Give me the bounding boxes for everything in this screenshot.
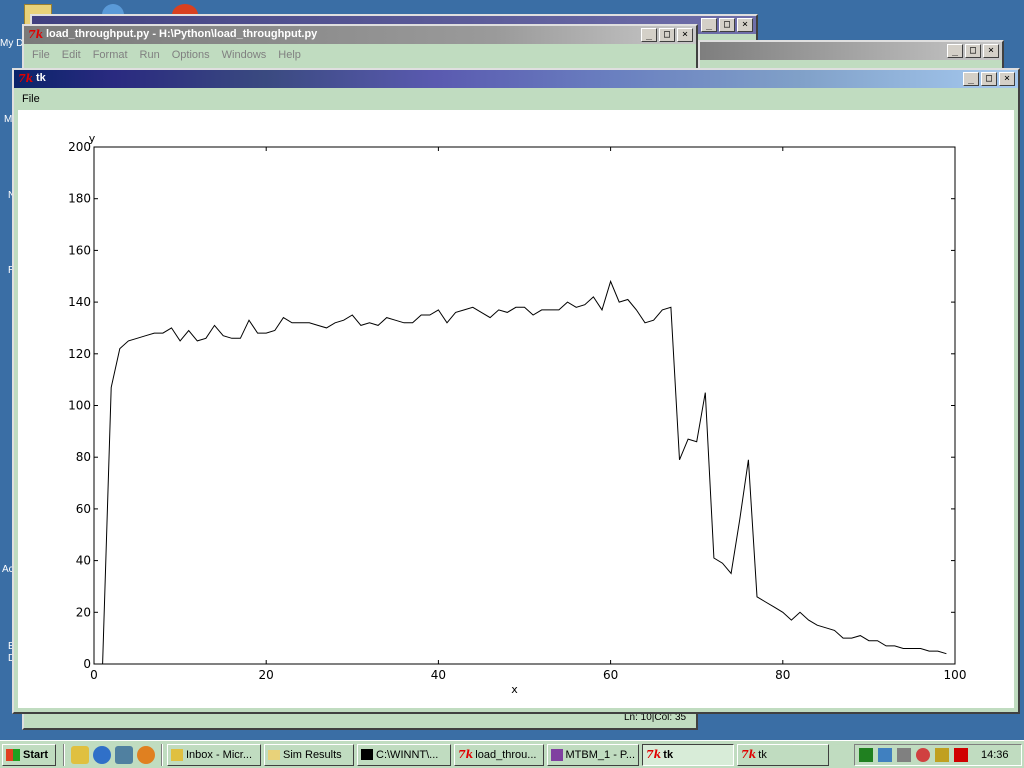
desktop-label: N (8, 190, 15, 201)
desktop-label: My D (0, 38, 24, 49)
maximize-button[interactable]: □ (981, 72, 997, 86)
shield-icon[interactable] (916, 748, 930, 762)
outlook-icon (171, 748, 183, 761)
menu-options[interactable]: Options (171, 49, 210, 61)
tk-feather-icon: 7k (18, 72, 34, 85)
taskbar-button-tk[interactable]: 7k tk (737, 743, 829, 766)
tk-window[interactable]: 7k tk _ □ × File 0 20 40 60 80 100 120 140 160 18… (12, 68, 1020, 714)
desktop-label: R (8, 265, 15, 276)
menu-help[interactable]: Help (278, 49, 301, 61)
y-tick-label: 40 (76, 554, 91, 568)
y-tick-label: 60 (76, 502, 91, 516)
menu-windows[interactable]: Windows (221, 49, 267, 61)
y-axis-label: y (89, 132, 96, 145)
close-button[interactable]: × (737, 18, 753, 32)
menu-run[interactable]: Run (139, 49, 160, 61)
editor-status-bar: Ln: 10|Col: 35 (624, 712, 687, 723)
close-button[interactable]: × (999, 72, 1015, 86)
editor-menubar: File Edit Format Run Options Windows Hel… (26, 46, 694, 64)
desktop-label: M (4, 114, 13, 125)
antivirus-icon[interactable] (859, 748, 873, 762)
taskbar: Start Inbox - Micr... Sim Results C:\WIN… (0, 740, 1024, 768)
close-button[interactable]: × (677, 28, 693, 42)
taskbar-button-load-throughput[interactable]: 7k load_throu... (454, 743, 544, 766)
tk-feather-icon: 7k (646, 748, 662, 761)
tk-feather-icon: 7k (741, 748, 757, 761)
windows-logo-icon (6, 748, 20, 761)
tk-title: tk (36, 72, 46, 84)
y-tick-label: 160 (68, 243, 91, 257)
maximize-button[interactable]: □ (659, 28, 675, 42)
media-player-icon[interactable] (137, 745, 155, 764)
background-window-2-titlebar[interactable] (700, 42, 1002, 60)
internet-explorer-icon[interactable] (93, 745, 111, 764)
maximize-button[interactable]: □ (719, 18, 735, 32)
menu-file[interactable]: File (22, 93, 40, 105)
outlook-icon[interactable] (71, 745, 89, 764)
system-tray: 14:36 (854, 744, 1022, 766)
clock: 14:36 (981, 749, 1009, 761)
x-tick-label: 60 (603, 668, 618, 682)
tk-menubar: File (16, 90, 1016, 108)
start-button[interactable]: Start (2, 743, 56, 766)
y-tick-label: 180 (68, 192, 91, 206)
x-axis-label: x (511, 683, 518, 696)
y-tick-label: 100 (68, 399, 91, 413)
menu-file[interactable]: File (32, 49, 50, 61)
x-tick-label: 0 (90, 668, 98, 682)
lock-icon[interactable] (935, 748, 949, 762)
plot-frame (93, 146, 956, 665)
document-icon (551, 748, 563, 761)
taskbar-button-command-prompt[interactable]: C:\WINNT\... (357, 743, 451, 766)
maximize-button[interactable]: □ (965, 44, 981, 58)
desktop-label: E (8, 641, 15, 652)
minimize-button[interactable]: _ (701, 18, 717, 32)
minimize-button[interactable]: _ (963, 72, 979, 86)
taskbar-button-inbox[interactable]: Inbox - Micr... (167, 743, 261, 766)
taskbar-button-tk-active[interactable]: 7k tk (642, 743, 734, 766)
taskbar-button-sim-results[interactable]: Sim Results (264, 743, 354, 766)
editor-titlebar[interactable]: 7k load_throughput.py - H:\Python\load_t… (24, 26, 696, 44)
mcafee-icon[interactable] (954, 748, 968, 762)
close-button[interactable]: × (983, 44, 999, 58)
console-icon (361, 749, 373, 760)
y-tick-label: 120 (68, 347, 91, 361)
y-tick-label: 0 (83, 657, 91, 671)
x-tick-label: 20 (259, 668, 274, 682)
desktop-label: D (8, 653, 15, 664)
y-tick-label: 200 (68, 140, 91, 154)
taskbar-button-mtbm[interactable]: MTBM_1 - P... (547, 743, 639, 766)
background-window-2[interactable]: _ □ × (698, 40, 1004, 70)
line-chart: 0 20 40 60 80 100 120 140 160 180 200 0 20 40 60 80 100 x… (68, 132, 967, 696)
menu-edit[interactable]: Edit (61, 49, 81, 61)
tk-feather-icon: 7k (28, 28, 44, 41)
minimize-button[interactable]: _ (947, 44, 963, 58)
y-tick-label: 20 (76, 605, 91, 619)
tk-feather-icon: 7k (458, 748, 474, 761)
menu-format[interactable]: Format (92, 49, 128, 61)
y-tick-label: 80 (76, 450, 91, 464)
minimize-button[interactable]: _ (641, 28, 657, 42)
desktop-icon[interactable] (115, 745, 133, 764)
network-icon[interactable] (878, 748, 892, 762)
printer-icon[interactable] (897, 748, 911, 762)
y-tick-label: 140 (68, 295, 91, 309)
series-line (102, 279, 947, 665)
x-tick-label: 100 (944, 668, 967, 682)
x-tick-label: 40 (431, 668, 446, 682)
tk-titlebar[interactable]: 7k tk (14, 70, 1018, 88)
desktop-label: Ac (2, 564, 14, 575)
plot-canvas: 0 20 40 60 80 100 120 140 160 180 200 0 20 40 60 80 100 x… (18, 110, 1014, 708)
editor-title: load_throughput.py - H:\Python\load_thro… (46, 28, 318, 40)
x-tick-label: 80 (775, 668, 790, 682)
folder-icon (268, 749, 280, 760)
